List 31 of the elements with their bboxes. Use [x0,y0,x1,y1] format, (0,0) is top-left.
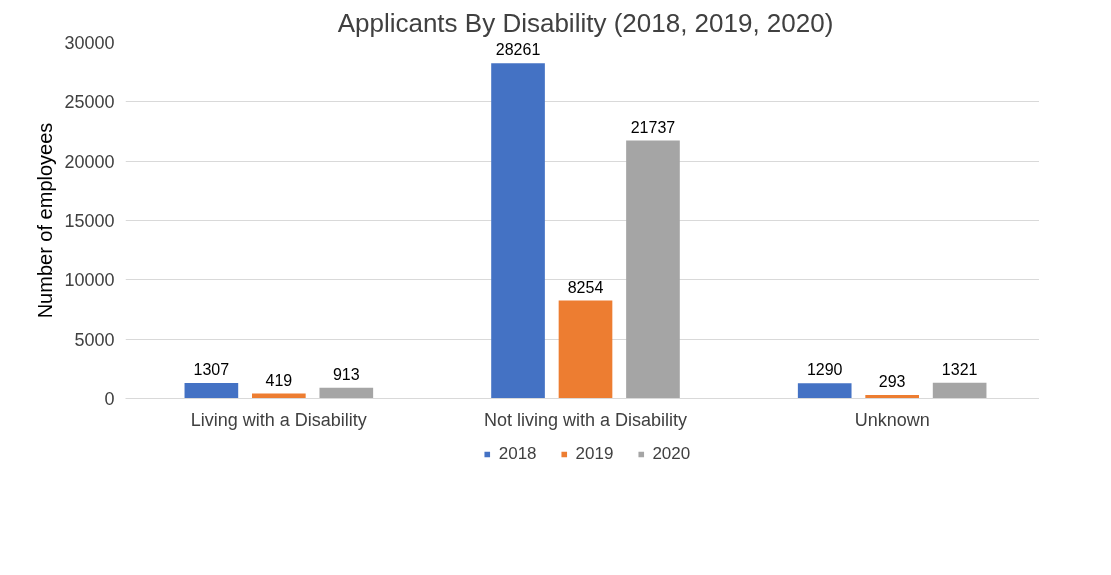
bar [932,382,987,399]
y-tick-label: 0 [104,389,115,409]
data-label: 21737 [630,118,676,136]
y-tick-label: 20000 [64,151,115,172]
data-label: 1321 [941,360,978,378]
data-label: 1307 [193,360,230,378]
y-tick-label: 25000 [64,92,115,113]
y-axis-title: Number of employees [34,122,57,319]
data-label: 8254 [567,278,604,296]
data-label: 913 [332,365,360,383]
x-tick-label: Unknown [854,409,930,430]
y-tick-label: 30000 [64,33,115,53]
legend-label: 2020 [652,444,691,464]
x-tick-label: Living with a Disability [190,409,367,430]
bar [626,140,680,399]
bar [558,300,613,399]
bar [184,382,239,399]
y-tick-label: 10000 [64,270,115,291]
bar [491,63,545,399]
y-tick-label: 5000 [74,329,115,350]
legend-label: 2018 [498,444,537,464]
bar [319,387,374,399]
data-label: 1290 [806,361,843,379]
chart-title: Applicants By Disability (2018, 2019, 2020) [337,7,834,38]
x-tick-label: Not living with a Disability [483,409,688,430]
bar [797,383,852,399]
legend-label: 2019 [575,444,614,464]
data-label: 419 [265,371,293,389]
y-tick-label: 15000 [64,211,115,231]
data-label: 293 [878,373,906,391]
data-label: 28261 [495,41,541,59]
